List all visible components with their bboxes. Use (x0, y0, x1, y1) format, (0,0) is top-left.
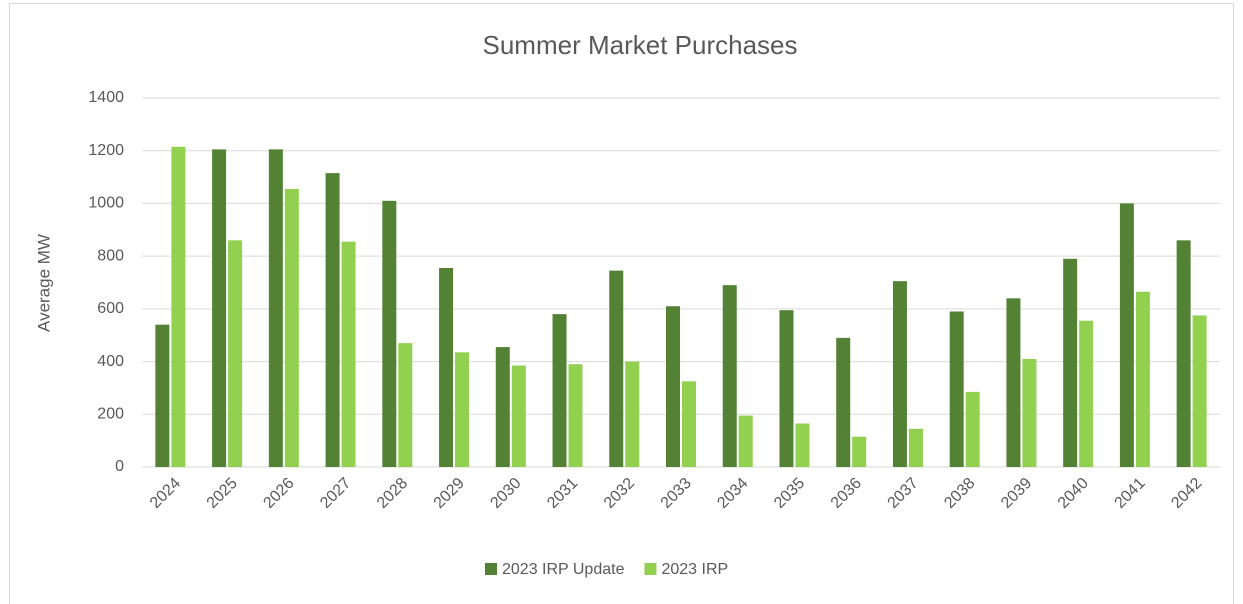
chart-title: Summer Market Purchases (483, 30, 798, 60)
bar (284, 188, 299, 468)
bar (1192, 315, 1207, 467)
bar (738, 415, 753, 467)
bar (552, 314, 567, 467)
bar (1022, 358, 1037, 467)
bar (682, 381, 696, 467)
y-tick-label: 1400 (88, 89, 124, 106)
bar (511, 365, 526, 467)
bar (382, 200, 397, 468)
bar (722, 285, 737, 467)
y-tick-label: 800 (97, 247, 124, 264)
y-tick-label: 0 (115, 458, 124, 475)
bar (228, 240, 243, 467)
bar (341, 241, 356, 467)
bar (455, 352, 470, 467)
y-tick-label: 600 (97, 300, 124, 317)
y-tick-label: 200 (97, 406, 124, 423)
bar (495, 347, 510, 467)
bar (836, 337, 851, 467)
bar (155, 324, 170, 467)
bar (609, 270, 624, 467)
bar (439, 268, 454, 467)
bar (1119, 203, 1134, 467)
bar (666, 306, 680, 467)
bar (1176, 240, 1191, 467)
bar (568, 364, 583, 467)
bar (1135, 291, 1150, 467)
y-tick-label: 400 (97, 353, 124, 370)
y-axis-label: Average MW (34, 234, 53, 332)
bar (212, 149, 227, 467)
y-tick-label: 1200 (88, 142, 124, 159)
bar (779, 310, 794, 467)
bar (1079, 320, 1094, 467)
bar (1006, 298, 1021, 467)
bar (268, 149, 283, 467)
bar (852, 436, 867, 467)
bar (625, 361, 640, 467)
bar (949, 311, 964, 467)
bar (892, 281, 907, 467)
bar (795, 423, 810, 467)
y-tick-label: 1000 (88, 195, 124, 212)
legend-label: 2023 IRP Update (502, 561, 625, 578)
legend-swatch (485, 563, 497, 575)
bar (1063, 258, 1078, 467)
bar (908, 428, 923, 467)
bar (325, 173, 340, 467)
bar (171, 146, 186, 467)
legend-swatch (644, 563, 657, 575)
legend-label: 2023 IRP (661, 561, 728, 578)
bar (398, 343, 413, 467)
bar (965, 391, 980, 467)
